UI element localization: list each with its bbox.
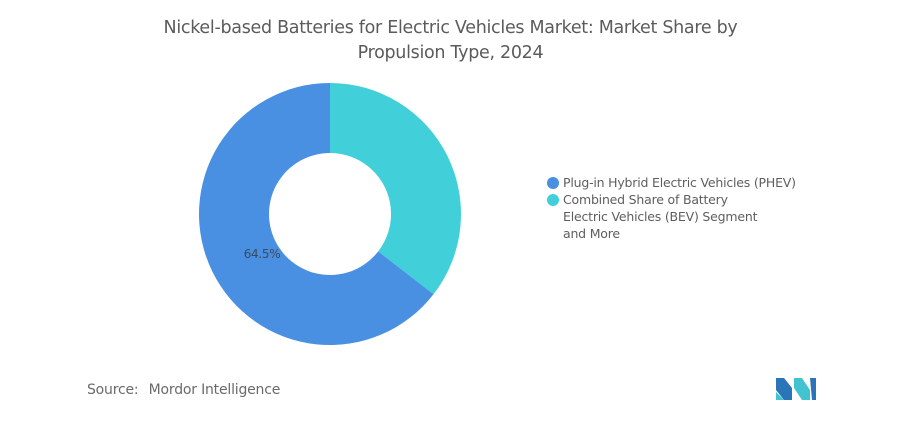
legend-item-phev[interactable]: Plug-in Hybrid Electric Vehicles (PHEV): [547, 174, 827, 191]
chart-title-line-1: Nickel-based Batteries for Electric Vehi…: [163, 18, 738, 38]
source-label: Source:: [87, 382, 139, 398]
slice-label-phev: 64.5%: [244, 247, 281, 261]
mordor-intelligence-logo-icon: [776, 378, 816, 400]
legend-label-phev: Plug-in Hybrid Electric Vehicles (PHEV): [563, 175, 796, 190]
legend: Plug-in Hybrid Electric Vehicles (PHEV) …: [547, 174, 827, 242]
legend-dot-bev-icon: [547, 193, 559, 206]
donut-slice-phev[interactable]: [199, 83, 434, 345]
donut-slice-bev[interactable]: [330, 83, 462, 295]
source-value: Mordor Intelligence: [148, 382, 281, 398]
legend-dot-phev-icon: [547, 176, 559, 189]
legend-item-bev[interactable]: Combined Share of Battery Electric Vehic…: [547, 191, 827, 242]
donut-slices: [199, 83, 462, 345]
legend-label-bev: Combined Share of Battery Electric Vehic…: [563, 192, 758, 241]
chart-title: Nickel-based Batteries for Electric Vehi…: [0, 16, 901, 66]
source-note: Source: Mordor Intelligence: [87, 382, 280, 398]
chart-title-line-2: Propulsion Type, 2024: [357, 43, 544, 63]
